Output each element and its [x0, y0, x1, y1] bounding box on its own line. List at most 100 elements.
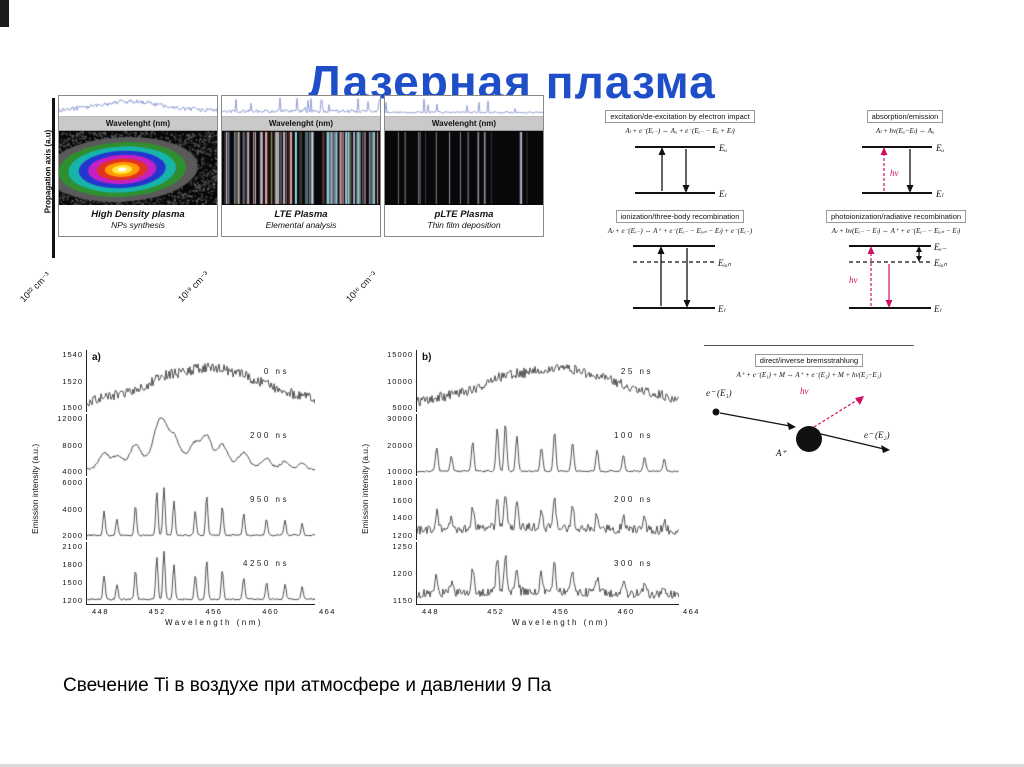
delay-time-label: 200 ns [613, 494, 653, 504]
photoionization-energy-diagram: hν Eₑ₋ Eᵢₒₙ Eₗ [849, 242, 947, 314]
delay-time-label: 950 ns [249, 494, 289, 504]
spectrum-canvas [417, 542, 679, 604]
lower-level-label: Eₗ [935, 189, 944, 199]
spectra-figure-a: a) Emission intensity (a.u.) 15401520150… [30, 350, 340, 627]
spectrum-panel: 2100 1800 1500 1200 4250 ns [44, 542, 340, 605]
spectrum-trace-canvas [222, 96, 380, 117]
delay-time-label: 0 ns [263, 366, 289, 376]
slide-caption: Свечение Ti в воздухе при атмосфере и да… [63, 675, 552, 696]
delay-time-label: 100 ns [613, 430, 653, 440]
y-tick: 1800 [392, 478, 413, 487]
y-tick: 2100 [62, 542, 83, 551]
y-tick: 8000 [62, 440, 83, 450]
x-axis-ticks: 448 452 456 460 464 [92, 607, 336, 616]
y-tick: 1150 [392, 596, 413, 605]
upper-level-label: Eᵤ [935, 143, 944, 153]
photon-label: hν [890, 168, 899, 178]
ionization-level-label: Eᵢₒₙ [717, 258, 731, 268]
y-tick: 2000 [62, 531, 83, 540]
spectrum-trace-canvas [59, 96, 217, 117]
plasma-regimes-figure: Propagation axis (a.u) Wavelenght (nm) H… [18, 95, 556, 315]
spectrum-canvas [417, 350, 679, 412]
y-tick: 1250 [392, 542, 413, 551]
y-tick: 20000 [387, 440, 413, 450]
x-tick: 452 [487, 607, 505, 616]
process-block-excitation: excitation/de-excitation by electron imp… [585, 106, 775, 209]
y-tick: 12000 [57, 414, 83, 423]
outgoing-electron-label: e⁻ (E₂) [864, 430, 890, 440]
absorption-energy-diagram: hν Eᵤ Eₗ [862, 143, 944, 199]
y-tick-labels: 12000 8000 4000 [44, 414, 86, 476]
y-tick: 1800 [62, 560, 83, 569]
y-tick: 5000 [392, 403, 413, 412]
spectrum-canvas [417, 478, 679, 540]
y-tick-labels: 1250 1200 1150 [372, 542, 416, 605]
x-tick: 464 [682, 607, 700, 616]
ionization-energy-diagram: Eᵢₒₙ Eₗ [633, 245, 731, 314]
incoming-electron-label: e⁻ (E₁) [706, 388, 732, 398]
y-tick: 1500 [62, 403, 83, 412]
excitation-energy-diagram: Eᵤ Eₗ [635, 143, 727, 199]
panel-title: LTE Plasma [274, 209, 328, 220]
spectrum-panel: 15000 10000 5000 25 ns [372, 350, 700, 412]
spectrum-panel: 6000 4000 2000 950 ns [44, 478, 340, 540]
process-title: excitation/de-excitation by electron imp… [605, 110, 755, 123]
free-electron-level-label: Eₑ₋ [933, 242, 947, 252]
y-tick-labels: 30000 20000 10000 [372, 414, 416, 476]
y-tick: 1200 [62, 596, 83, 605]
process-title: photoionization/radiative recombination [825, 210, 967, 223]
spectra-figure-b: b) Emission intensity (a.u.) 15000100005… [360, 350, 700, 627]
y-tick: 30000 [387, 414, 413, 423]
photon-label: hν [800, 386, 809, 396]
panel-caption: LTE Plasma Elemental analysis [222, 205, 380, 236]
spectrum-canvas [87, 350, 315, 412]
y-tick: 1200 [392, 530, 413, 540]
y-tick: 10000 [387, 376, 413, 386]
y-tick-labels: 6000 4000 2000 [44, 478, 86, 540]
y-tick: 1600 [392, 495, 413, 505]
divider-line [704, 345, 914, 346]
spectra-panels: 1540 1520 1500 0 ns 12000 8000 4000 200 ns 6000 4… [44, 350, 340, 605]
plasma-panel-plte: Wavelenght (nm) pLTE Plasma Thin film de… [384, 95, 544, 237]
delay-time-label: 200 ns [249, 430, 289, 440]
slide-bottom-edge [0, 764, 1024, 767]
wavelength-header: Wavelenght (nm) [385, 117, 543, 131]
process-formula: Aₗ + e⁻(Eₑ₋) ⇔ A⁺ + e⁻(Eₑ₋ − Eᵢₒₙ − Eₗ) … [607, 227, 753, 235]
delay-time-label: 300 ns [613, 558, 653, 568]
lower-level-label: Eₗ [718, 189, 727, 199]
slide-corner-mark [0, 0, 9, 27]
panel-caption: High Density plasma NPs synthesis [59, 205, 217, 236]
y-axis-label: Emission intensity (a.u.) [30, 443, 40, 534]
spectrum-canvas [87, 478, 315, 540]
panel-caption: pLTE Plasma Thin film deposition [385, 205, 543, 236]
y-tick: 1400 [392, 513, 413, 523]
density-label: 10²² cm⁻³ [18, 269, 53, 305]
process-title: absorption/emission [866, 110, 944, 123]
ion-label: A⁺ [775, 448, 787, 458]
photon-label: hν [849, 275, 858, 285]
spectrum-panel: 30000 20000 10000 100 ns [372, 414, 700, 476]
delay-time-label: 25 ns [620, 366, 653, 376]
spectrum-canvas [417, 414, 679, 476]
y-tick: 10000 [387, 467, 413, 476]
wavelength-header: Wavelenght (nm) [222, 117, 380, 131]
y-tick: 6000 [62, 478, 83, 487]
spectrum-canvas [87, 542, 315, 604]
bremsstrahlung-figure: direct/inverse bremsstrahlung A⁺ + e⁻(E₁… [694, 345, 924, 479]
y-tick: 1500 [62, 578, 83, 587]
x-tick: 456 [205, 607, 223, 616]
process-formula: Aₗ + e⁻(Eₑ₋) ⇔ Aᵤ + e⁻(Eₑ₋ − Eᵤ + Eₗ) [625, 127, 735, 135]
x-tick: 452 [148, 607, 166, 616]
wavelength-header: Wavelenght (nm) [59, 117, 217, 131]
y-tick-labels: 1800 1600 1400 1200 [372, 478, 416, 540]
upper-level-label: Eᵤ [718, 143, 727, 153]
x-tick: 456 [552, 607, 570, 616]
panel-title: pLTE Plasma [434, 209, 494, 220]
process-title: ionization/three-body recombination [615, 210, 745, 223]
process-formula: A⁺ + e⁻(E₁) + M ⇔ A⁺ + e⁻(E₂) + M + hν(E… [736, 371, 882, 379]
atomic-processes-figure: excitation/de-excitation by electron imp… [585, 106, 985, 346]
plasma-image-canvas [385, 131, 543, 205]
process-block-ionization: ionization/three-body recombination Aₗ +… [585, 206, 775, 323]
x-axis-ticks: 448 452 456 460 464 [422, 607, 700, 616]
